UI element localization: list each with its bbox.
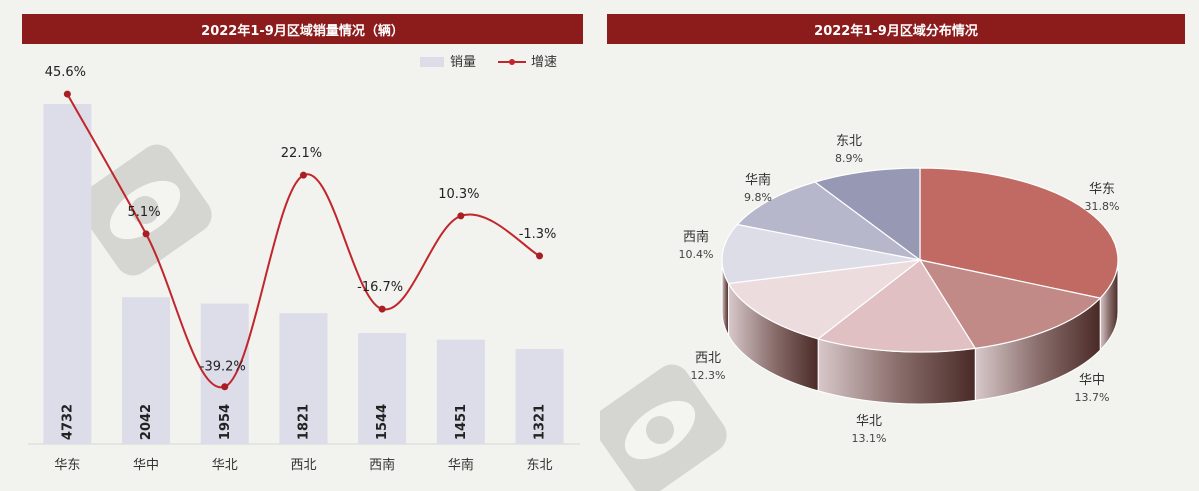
pie-label-华南: 华南: [745, 172, 771, 188]
bar-东北: [515, 349, 564, 444]
bar-华中: [122, 297, 171, 444]
pie-slice-华中: [918, 259, 1102, 349]
bar-value-label: 1321: [533, 404, 548, 440]
growth-point: [221, 383, 229, 391]
pie-slice-东北: [813, 167, 921, 262]
growth-point: [457, 212, 465, 220]
pie-slice-西南: [721, 223, 921, 285]
bar-value-label: 2042: [139, 404, 154, 440]
legend-label-growth: 增速: [531, 55, 557, 70]
growth-point: [142, 230, 150, 238]
pie-pct-华北: 13.1%: [852, 432, 887, 445]
pie-slice-华南: [736, 181, 921, 261]
pie-pct-华中: 13.7%: [1075, 391, 1110, 404]
bar-华北: [200, 303, 249, 444]
pie-label-东北: 东北: [836, 134, 862, 149]
pie-label-西南: 西南: [683, 229, 709, 245]
legend-label-sales: 销量: [450, 55, 476, 70]
pie-label-华东: 华东: [1089, 182, 1115, 197]
pie-pct-华南: 9.8%: [744, 191, 772, 204]
pie-pct-西北: 12.3%: [691, 369, 726, 382]
bar-西北: [279, 313, 328, 444]
bar-value-label: 4732: [60, 404, 75, 440]
growth-point: [63, 90, 71, 98]
legend-swatch-sales: [420, 57, 444, 67]
pie-label-西北: 西北: [695, 351, 721, 366]
growth-value-label: 45.6%: [45, 65, 86, 80]
sales-chart-panel: 2022年1-9月区域销量情况（辆） 4732 华东 2042 华中 1954 华北 182…: [0, 0, 590, 491]
growth-value-label: 22.1%: [281, 146, 322, 161]
pie-slice-华北: [816, 259, 977, 353]
pie-label-华中: 华中: [1079, 373, 1105, 388]
distribution-chart-title: 2022年1-9月区域分布情况: [607, 14, 1185, 44]
growth-point: [299, 171, 307, 179]
pie-label-华北: 华北: [856, 414, 882, 429]
x-tick-label: 华东: [54, 458, 80, 473]
pie-slice-西北: [727, 259, 923, 340]
pie-pct-西南: 10.4%: [679, 248, 714, 261]
bar-value-label: 1954: [218, 404, 233, 440]
distribution-chart-svg: 华东 31.8% 华中 13.7% 华北 13.1% 西北 12.3% 西南 10.4% 华南 9.8…: [600, 134, 1120, 491]
bar-华东: [43, 104, 92, 444]
bar-value-label: 1451: [454, 404, 469, 440]
growth-value-label: 5.1%: [128, 205, 161, 220]
x-tick-label: 东北: [527, 458, 553, 473]
bar-value-label: 1821: [296, 404, 311, 440]
growth-point: [378, 305, 386, 313]
watermark-logo-right: [600, 364, 727, 491]
pie-slice-华东: [919, 167, 1119, 299]
legend-marker-growth: [509, 59, 515, 65]
sales-chart-title: 2022年1-9月区域销量情况（辆）: [22, 14, 583, 44]
bar-西南: [358, 333, 407, 444]
pie-pct-华东: 31.8%: [1085, 200, 1120, 213]
growth-value-label: 10.3%: [438, 187, 479, 202]
x-tick-label: 西北: [290, 458, 316, 473]
growth-point: [536, 252, 544, 260]
sales-chart-svg: 4732 华东 2042 华中 1954 华北 1821 西北 1544 西南 1451 华南 1321…: [28, 55, 580, 473]
distribution-chart-panel: 2022年1-9月区域分布情况 华东 31.8% 华中 13.7% 华北 13.1% 西北 1…: [600, 0, 1199, 491]
x-tick-label: 华中: [133, 458, 159, 473]
x-tick-label: 华南: [448, 457, 474, 473]
sales-legend: 销量 增速: [420, 55, 557, 70]
growth-value-label: -1.3%: [519, 227, 557, 242]
x-tick-label: 西南: [369, 457, 395, 473]
bar-value-label: 1544: [375, 404, 390, 440]
growth-value-label: -16.7%: [357, 280, 403, 295]
bar-华南: [436, 339, 485, 444]
pie-pct-东北: 8.9%: [835, 152, 863, 165]
x-tick-label: 华北: [212, 458, 238, 473]
growth-value-label: -39.2%: [200, 360, 246, 375]
